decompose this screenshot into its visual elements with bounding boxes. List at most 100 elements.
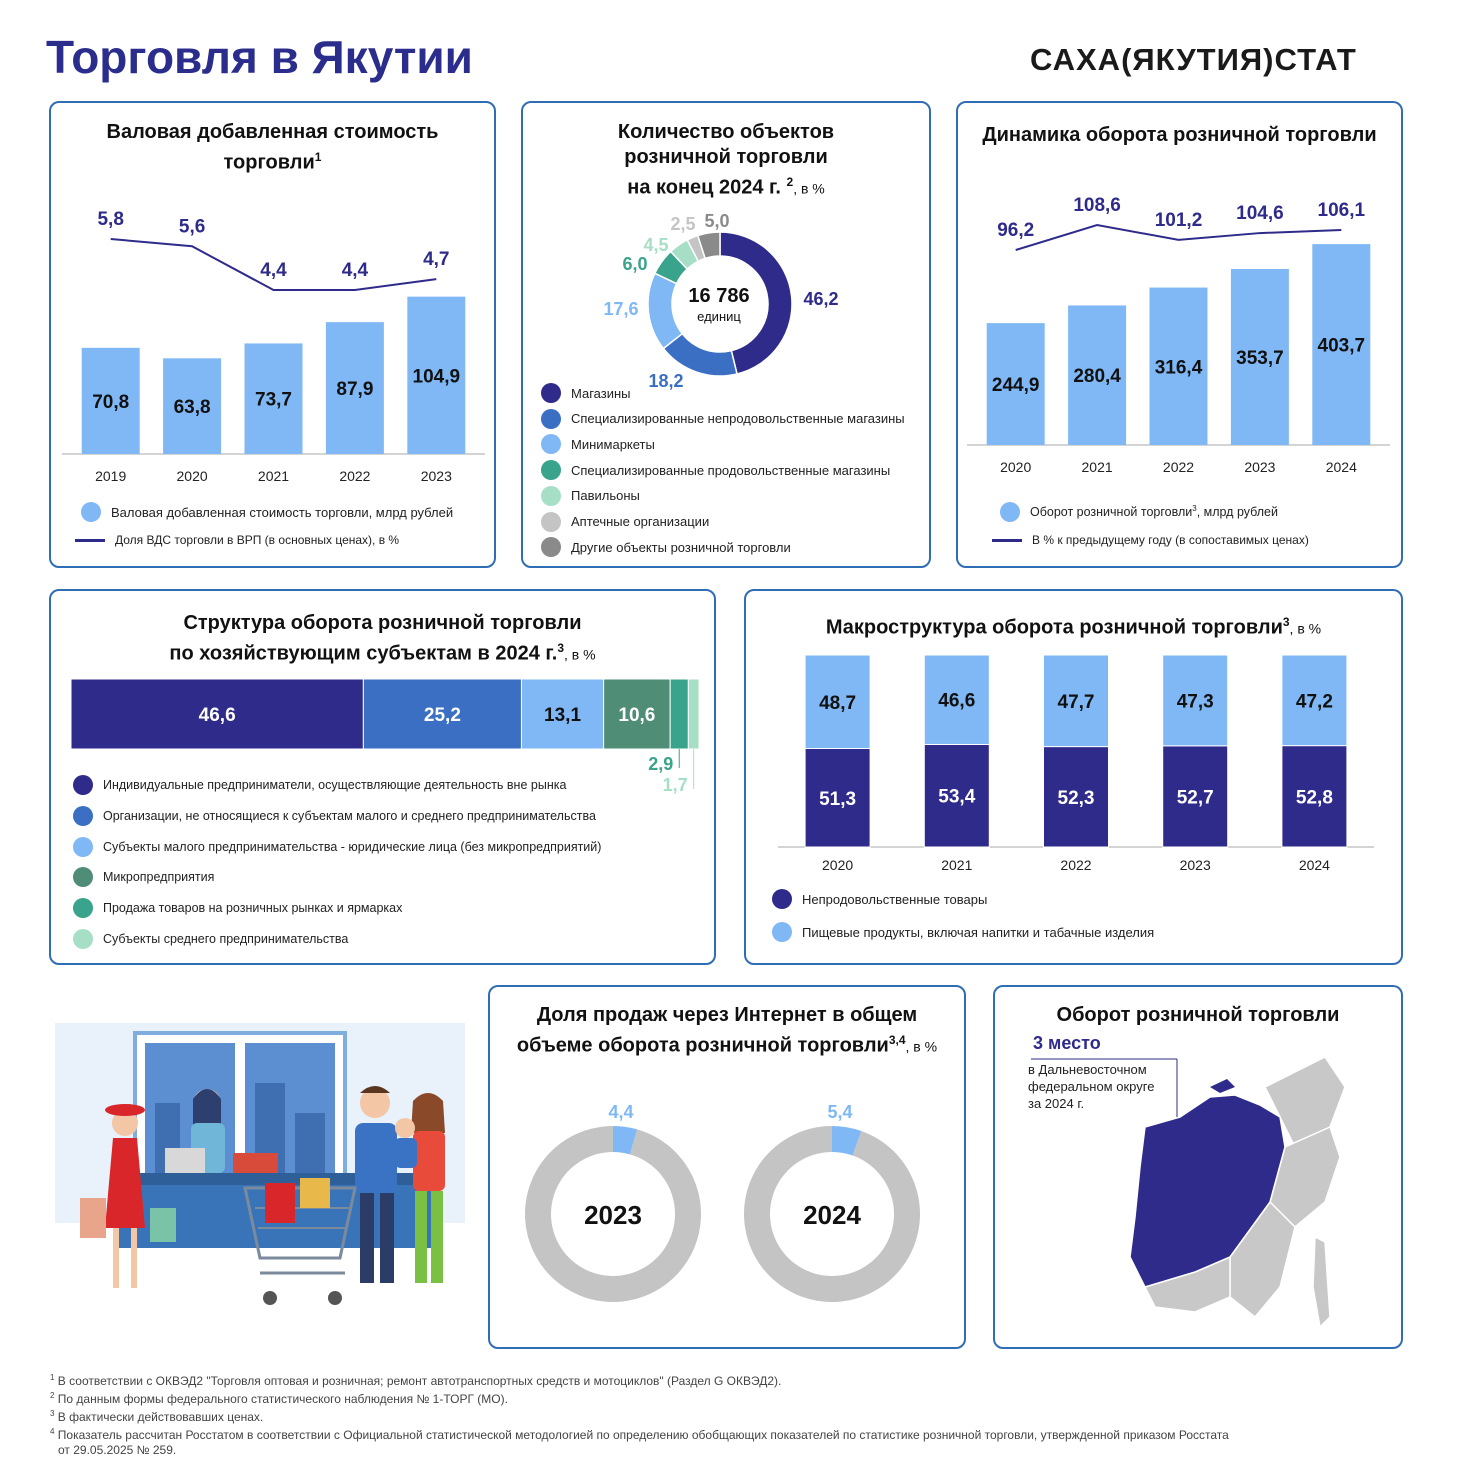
structure-title: Структура оборота розничной торговли по х…: [169, 612, 596, 665]
legend-swatch: [772, 889, 792, 909]
stacked-bar: [804, 654, 871, 750]
legend-swatch: [541, 460, 561, 481]
legend-swatch: [81, 502, 101, 522]
page-title: Торговля в Якутии: [46, 31, 473, 83]
x-tick-label: 2023: [1180, 857, 1211, 873]
legend-label: Непродовольственные товары: [802, 891, 988, 907]
x-tick-label: 2022: [1163, 459, 1194, 475]
x-tick-label: 2019: [95, 468, 126, 484]
bar: [986, 323, 1045, 445]
bar: [1149, 287, 1208, 445]
shop-illustration-graphic: [55, 1023, 465, 1305]
segment-value-label: 1,7: [663, 775, 688, 795]
bar-value-label: 70,8: [92, 392, 129, 413]
footnote-number: 1: [50, 1373, 55, 1382]
dynamics-legend-line-label: В % к предыдущему году (в сопоставимых ц…: [1032, 533, 1309, 547]
legend-swatch: [73, 805, 93, 826]
x-tick-label: 2020: [822, 857, 853, 873]
x-tick-label: 2020: [177, 468, 208, 484]
bar-value-label: 47,2: [1296, 691, 1333, 712]
footnote: 1 В соответствии с ОКВЭД2 "Торговля опто…: [50, 1369, 1390, 1390]
bar-value-label: 48,7: [819, 693, 856, 714]
legend-label: Субъекты малого предпринимательства - юр…: [103, 839, 602, 854]
objects-panel: Количество объектов розничной торговли на …: [521, 101, 931, 568]
legend-item: Пищевые продукты, включая напитки и таба…: [772, 922, 1154, 942]
footnote-text: от 29.05.2025 № 259.: [58, 1443, 177, 1457]
line-value-label: 96,2: [997, 220, 1034, 241]
legend-swatch: [541, 434, 561, 455]
bar: [1230, 268, 1289, 445]
macro-title: Макроструктура оборота розничной торговл…: [825, 615, 1322, 639]
bar-value-label: 47,3: [1177, 691, 1214, 712]
gva-legend-line: Доля ВДС торговли в ВРП (в основных цена…: [75, 533, 399, 547]
legend-swatch: [73, 775, 93, 795]
legend-swatch: [541, 408, 561, 429]
bar-value-label: 353,7: [1236, 348, 1284, 369]
donut-slice: [719, 231, 793, 375]
footnote-number: 2: [50, 1391, 55, 1400]
line-value-label: 4,4: [342, 260, 369, 281]
slice-value-label: 17,6: [603, 299, 638, 319]
legend-item: Специализированные продовольственные маг…: [541, 460, 890, 481]
footnote-number: 4: [50, 1427, 55, 1436]
stacked-bar: [1162, 654, 1229, 747]
stacked-bar: [1281, 654, 1348, 747]
bar-value-label: 87,9: [336, 379, 373, 400]
internet-title: Доля продаж через Интернет в общем объеме…: [516, 1004, 938, 1057]
bar-value-label: 53,4: [938, 787, 975, 808]
macro-panel: Макроструктура оборота розничной торговл…: [744, 589, 1403, 965]
legend-label: Минимаркеты: [571, 436, 655, 452]
legend-item: Специализированные непродовольственные м…: [541, 408, 905, 429]
bar: [325, 322, 384, 454]
dynamics-legend-bar: Оборот розничной торговли3, млрд рублей: [1000, 502, 1278, 522]
stacked-bar: [1043, 654, 1109, 748]
slice-value-label: 18,2: [648, 371, 683, 391]
bar: [407, 296, 466, 454]
footnote: 3 В фактически действовавших ценах.: [50, 1405, 1390, 1426]
x-tick-label: 2020: [1000, 459, 1031, 475]
bar-value-label: 73,7: [255, 390, 292, 411]
donut-share: [613, 1126, 638, 1155]
gva-legend-line-label: Доля ВДС торговли в ВРП (в основных цена…: [115, 533, 400, 547]
footnote-text: По данным формы федерального статистичес…: [57, 1392, 508, 1406]
legend-swatch: [1000, 502, 1020, 522]
internet-donuts: 4,4 2023 5,4 2024: [525, 1102, 921, 1302]
bar-value-label: 51,3: [819, 789, 856, 810]
legend-swatch: [541, 537, 561, 558]
year-label: 2023: [584, 1200, 642, 1230]
dynamics-chart: 244,9 2020 280,4 2021 316,4 2022 353,7 2023 403,…: [967, 195, 1390, 475]
bar-value-label: 316,4: [1155, 357, 1203, 378]
x-tick-label: 2022: [1060, 857, 1091, 873]
dynamics-panel: Динамика оборота розничной торговли 244,…: [956, 101, 1403, 568]
gva-chart: 70,8 2019 63,8 2020 73,7 2021 87,9 2022 104,9 202…: [62, 209, 485, 484]
legend-label: Павильоны: [571, 488, 640, 504]
structure-panel: Структура оборота розничной торговли по х…: [49, 589, 716, 965]
stacked-bar: [1043, 746, 1109, 848]
legend-item: Непродовольственные товары: [772, 889, 987, 909]
footnote: 2 По данным формы федерального статистич…: [50, 1387, 1390, 1408]
objects-donut: 46,2 18,2 17,6 6,04,52,5 5,0: [603, 211, 838, 391]
stacked-segment: [687, 678, 700, 750]
donut-remainder: [525, 1126, 701, 1302]
x-tick-label: 2021: [941, 857, 972, 873]
series-line: [110, 238, 437, 291]
bar-value-label: 47,7: [1058, 692, 1095, 713]
stacked-segment: [362, 678, 522, 750]
region-other-north: [1263, 1056, 1346, 1149]
x-tick-label: 2023: [421, 468, 452, 484]
donut-slice: [696, 231, 721, 260]
x-tick-label: 2024: [1299, 857, 1330, 873]
line-value-label: 5,8: [97, 209, 123, 230]
bar: [81, 347, 140, 454]
segment-value-label: 10,6: [618, 705, 655, 726]
line-value-label: 101,2: [1155, 210, 1203, 231]
footnote: от 29.05.2025 № 259.: [58, 1441, 1398, 1459]
share-value-label: 4,4: [608, 1102, 633, 1122]
segment-value-label: 2,9: [648, 754, 673, 774]
region-yakutia-islands: [1210, 1079, 1235, 1093]
legend-swatch: [73, 836, 93, 857]
dynamics-title: Динамика оборота розничной торговли: [982, 124, 1377, 146]
legend-line-swatch: [75, 538, 105, 542]
legend-label: Специализированные непродовольственные м…: [571, 411, 905, 427]
stacked-bar: [804, 748, 871, 848]
